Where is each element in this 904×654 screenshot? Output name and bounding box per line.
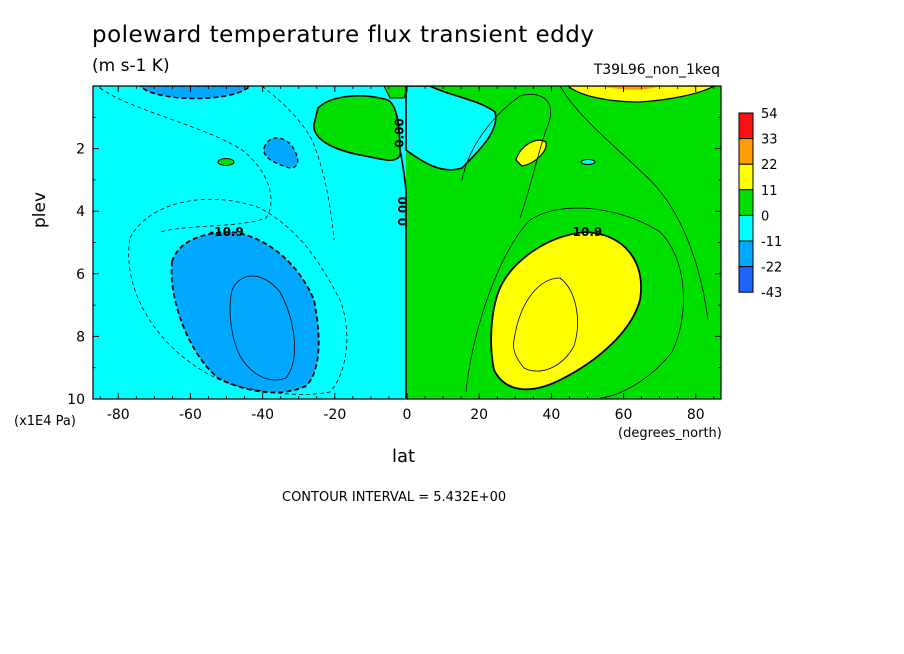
x-tick-label: -60 (179, 407, 202, 423)
contour-labels: -10.9 10.9 0.00 0.00 (209, 118, 602, 239)
contour-positive-outer (465, 207, 684, 399)
contour-positive-upper (461, 94, 552, 219)
colorbar-label: -43 (761, 286, 782, 301)
contour-positive-inner (513, 277, 578, 372)
fill-positive-top-strip (567, 86, 716, 103)
colorbar-label: 33 (761, 133, 778, 148)
contour-label: 0.00 (396, 196, 410, 226)
y-tick-label: 2 (76, 142, 85, 158)
colorbar-label: -11 (761, 235, 782, 250)
fill-positive-top-orange (600, 86, 660, 90)
fill-negative-top-strip (138, 86, 252, 100)
chart-units: (m s-1 K) (92, 56, 170, 76)
fill-positive-small-blob-nh (515, 139, 547, 167)
y-tick-label: 4 (76, 204, 85, 220)
fill-negative-small-blob (263, 137, 299, 169)
x-axis-label: lat (392, 446, 416, 467)
x-axis-units: (degrees_north) (618, 426, 722, 441)
fill-negative-pool (170, 231, 320, 394)
x-tick-label: -80 (107, 407, 130, 423)
y-tick-label: 8 (76, 329, 85, 345)
colorbar-label: 11 (761, 184, 778, 199)
contour-negative-inner (229, 275, 295, 381)
fill-positive-cap (383, 86, 409, 99)
fill-positive-pool (490, 231, 642, 391)
x-axis-ticks: -80 -60 -40 -20 0 20 40 60 80 (99, 86, 715, 423)
colorbar-swatch (738, 214, 754, 242)
colorbar-label: 0 (761, 209, 769, 224)
colorbar-swatch (738, 163, 754, 191)
colorbar-label: 54 (761, 107, 778, 122)
x-tick-label: -20 (323, 407, 346, 423)
y-axis-units: (x1E4 Pa) (14, 414, 76, 429)
y-tick-label: 10 (67, 392, 85, 408)
colorbar-swatch (738, 112, 754, 140)
run-id: T39L96_non_1keq (593, 62, 720, 78)
contour-negative-outer (128, 198, 348, 395)
x-tick-label: -40 (251, 407, 274, 423)
contour-label: 10.9 (573, 225, 603, 239)
colorbar-swatch (738, 266, 754, 293)
contour-zero-line (399, 149, 407, 398)
contour-label: -10.9 (209, 225, 244, 239)
colorbar-swatch (738, 189, 754, 216)
colorbar-label: 22 (761, 158, 778, 173)
colorbar-swatch (738, 138, 754, 165)
contour-positive-upper2 (559, 86, 709, 321)
fill-positive-upper-blob (313, 95, 401, 161)
colorbar-swatch (738, 240, 754, 268)
x-tick-label: 80 (687, 407, 705, 423)
chart-title: poleward temperature flux transient eddy (92, 22, 595, 48)
x-tick-label: 0 (403, 407, 412, 423)
colorbar-label: -22 (761, 261, 782, 276)
contour-interval: CONTOUR INTERVAL = 5.432E+00 (282, 490, 507, 505)
y-axis-ticks: 2 4 6 8 10 (67, 116, 721, 408)
y-tick-label: 6 (76, 267, 85, 283)
x-tick-label: 60 (615, 407, 633, 423)
contour-negative-upper2 (261, 86, 335, 241)
colorbar: 54 33 22 11 0 -11 -22 -43 (738, 107, 782, 301)
fill-negative-small-blob-nh (580, 159, 596, 165)
fill-positive-small-blob-sh (217, 158, 235, 166)
contour-negative-upper (99, 87, 272, 233)
x-tick-label: 40 (542, 407, 560, 423)
contour-fills (93, 86, 721, 399)
x-tick-label: 20 (470, 407, 488, 423)
contour-label: 0.00 (392, 118, 406, 148)
